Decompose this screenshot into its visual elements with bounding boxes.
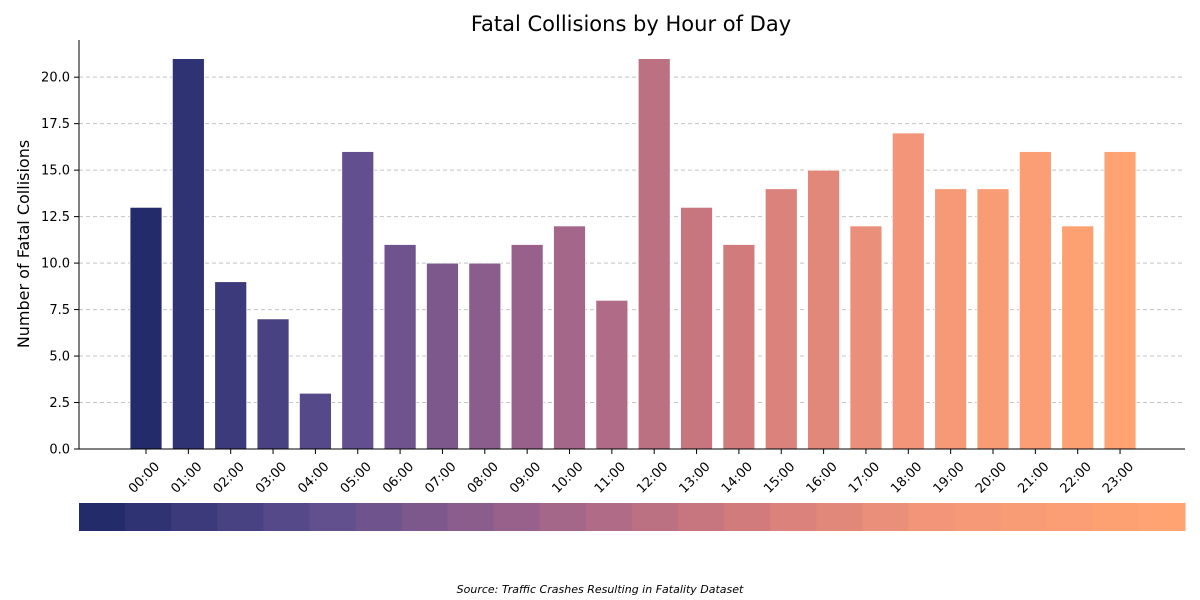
color-strip-cell: [770, 503, 817, 531]
color-strip-cell: [585, 503, 633, 531]
x-tick-label: 16:00: [804, 459, 841, 496]
bar-1800: [891, 132, 925, 450]
color-strip-cell: [79, 503, 126, 531]
color-strip-cell: [309, 503, 356, 531]
x-tick-label: 11:00: [592, 459, 629, 496]
y-axis-label: Number of Fatal Collisions: [14, 140, 33, 348]
color-strip-cell: [125, 503, 172, 531]
x-tick-label: 12:00: [634, 459, 671, 496]
bar-0300: [256, 318, 290, 450]
color-strip-cell: [401, 503, 449, 531]
bar-2100: [1018, 151, 1052, 450]
source-note: Source: Traffic Crashes Resulting in Fat…: [456, 583, 744, 596]
color-strip-cell: [447, 503, 495, 531]
color-strip-cell: [954, 503, 1002, 531]
bar-2200: [1061, 225, 1095, 450]
bar-0000: [129, 206, 163, 450]
bar-1200: [637, 58, 671, 450]
color-strip-cell: [263, 503, 310, 531]
color-strip-cell: [632, 503, 679, 531]
x-tick-label: 23:00: [1100, 459, 1137, 496]
color-strip-cell: [1092, 503, 1140, 531]
x-tick-label: 06:00: [380, 459, 417, 496]
color-strip-cell: [493, 503, 541, 531]
color-strip-cell: [217, 503, 264, 531]
x-tick-label: 01:00: [168, 459, 205, 496]
color-strip-cell: [539, 503, 587, 531]
color-strip-cell: [678, 503, 725, 531]
bar-1600: [807, 169, 840, 450]
color-strip-cell: [355, 503, 403, 531]
bar-0600: [383, 244, 417, 450]
x-tick-label: 08:00: [465, 459, 502, 496]
color-strip-cell: [908, 503, 956, 531]
bar-1300: [680, 206, 713, 450]
y-axis: 0.0 2.5 5.0 7.5 10.0 12.5 15.0 17.5 20.0: [41, 40, 80, 458]
bar-1700: [849, 225, 883, 450]
bar-0900: [510, 244, 544, 450]
x-tick-label: 02:00: [211, 459, 248, 496]
y-tick-label: 2.5: [49, 396, 70, 411]
y-tick-label: 7.5: [49, 303, 70, 318]
x-tick-label: 17:00: [846, 459, 883, 496]
x-tick-label: 21:00: [1015, 459, 1052, 496]
bar-2000: [976, 188, 1010, 450]
bar-0400: [298, 392, 332, 450]
y-tick-label: 5.0: [49, 350, 70, 365]
bars: [129, 58, 1137, 450]
x-tick-label: 19:00: [931, 459, 968, 496]
color-strip-cell: [816, 503, 863, 531]
x-tick-label: 18:00: [888, 459, 925, 496]
x-tick-label: 10:00: [549, 459, 586, 496]
x-tick-label: 13:00: [676, 459, 713, 496]
bar-2300: [1103, 151, 1137, 450]
x-tick-label: 00:00: [126, 459, 163, 496]
bar-1000: [553, 225, 586, 450]
bar-1900: [934, 188, 968, 450]
x-axis: 00:00 01:00 02:00 03:00 04:00 05:00 06:00 07:00…: [79, 448, 1185, 497]
x-tick-label: 14:00: [719, 459, 756, 496]
y-tick-label: 12.5: [41, 210, 70, 225]
x-tick-label: 07:00: [422, 459, 459, 496]
x-tick-label: 04:00: [295, 459, 332, 496]
bar-0200: [214, 281, 248, 450]
bar-1400: [722, 244, 756, 450]
chart-title: Fatal Collisions by Hour of Day: [471, 12, 791, 36]
x-tick-label: 09:00: [507, 459, 544, 496]
x-tick-label: 15:00: [761, 459, 798, 496]
color-strip-cell: [1046, 503, 1094, 531]
y-tick-label: 0.0: [49, 443, 70, 458]
x-tick-label: 20:00: [973, 459, 1010, 496]
y-tick-label: 10.0: [41, 257, 70, 272]
x-tick-label: 22:00: [1058, 459, 1095, 496]
color-strip-cell: [724, 503, 771, 531]
x-tick-label: 05:00: [338, 459, 375, 496]
color-strip-cell: [171, 503, 218, 531]
bar-1500: [764, 188, 798, 450]
x-tick-label: 03:00: [253, 459, 290, 496]
color-strip-cell: [862, 503, 909, 531]
color-strip-cell: [1000, 503, 1048, 531]
y-tick-label: 15.0: [41, 164, 70, 179]
color-strip: [79, 503, 1186, 531]
bar-1100: [595, 299, 629, 450]
color-strip-cell: [1138, 503, 1186, 531]
bar-0500: [341, 151, 375, 450]
bar-0700: [426, 262, 459, 450]
y-tick-label: 20.0: [41, 71, 70, 86]
y-tick-label: 17.5: [41, 117, 70, 132]
bar-0800: [468, 262, 502, 450]
bar-0100: [171, 58, 205, 450]
